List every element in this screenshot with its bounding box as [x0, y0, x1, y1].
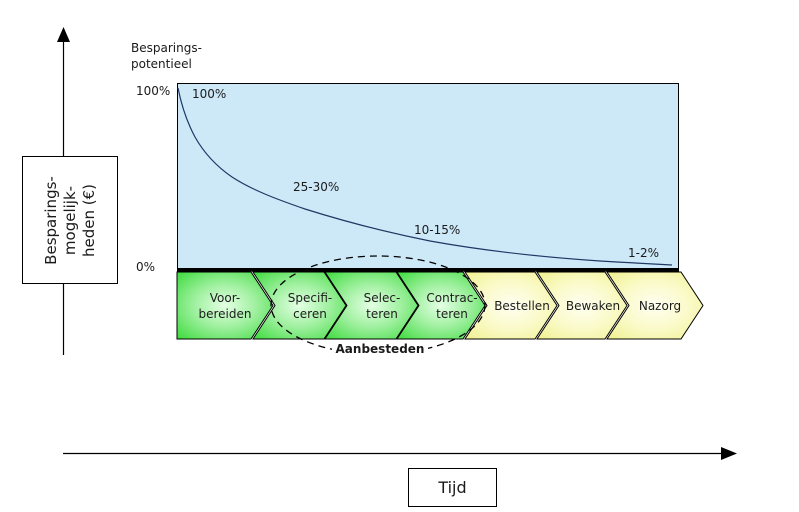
- stage-label-line: Bestellen: [494, 298, 550, 313]
- stage-chevron-contracteren: [396, 271, 486, 340]
- stage-label-specificeren: Specifi- ceren: [264, 272, 356, 339]
- stage-chevron-bewaken: [536, 271, 628, 340]
- aanbesteden-label: Aanbesteden: [300, 342, 460, 356]
- stage-label-nazorg: Nazorg: [614, 272, 706, 339]
- y-tick-0: 0%: [136, 260, 156, 274]
- stage-chevron-nazorg: [606, 271, 704, 340]
- stage-label-line: Nazorg: [638, 298, 682, 313]
- x-axis-arrow: [63, 447, 737, 460]
- x-axis-label-box: Tijd: [408, 468, 497, 507]
- chart-title-line: Besparings-: [131, 41, 202, 55]
- stage-label-bewaken: Bewaken: [547, 272, 639, 339]
- y-axis-label-line: Besparings-: [41, 175, 60, 265]
- savings-curve: [177, 87, 673, 266]
- right-arrowhead-icon: [721, 447, 737, 460]
- stage-label-line: Selec-: [363, 290, 401, 305]
- stage-label-bestellen: Bestellen: [476, 272, 568, 339]
- y-axis-label-box: Besparings- mogelijk- heden (€): [22, 156, 118, 284]
- y-axis-label-line: mogelijk-: [60, 185, 79, 255]
- stage-label-line: teren: [366, 306, 398, 321]
- stage-label-line: Voor-: [209, 290, 241, 305]
- stage-label-selecteren: Selec- teren: [336, 272, 428, 339]
- stage-label-line: teren: [436, 306, 468, 321]
- stage-label-line: Specifi-: [287, 290, 333, 305]
- stage-chevron-bestellen: [464, 271, 558, 340]
- stage-label-line: Contrac-: [426, 290, 478, 305]
- savings-potential-area: [177, 83, 679, 269]
- chart-title-line: potentieel: [131, 57, 192, 71]
- stage-chevron-voorbereiden: [176, 271, 274, 340]
- curve-label-25-30: 25-30%: [293, 180, 340, 194]
- stage-label-voorbereiden: Voor- bereiden: [179, 272, 271, 339]
- up-arrowhead-icon: [57, 27, 70, 42]
- y-tick-100: 100%: [136, 84, 171, 98]
- curve-label-10-15: 10-15%: [414, 223, 461, 237]
- stage-label-line: Bewaken: [565, 298, 621, 313]
- y-axis-label: Besparings- mogelijk- heden (€): [41, 176, 98, 265]
- chart-title: Besparings- potentieel: [131, 40, 202, 72]
- stage-label-line: bereiden: [198, 306, 252, 321]
- stage-label-line: ceren: [293, 306, 327, 321]
- stage-chevron-selecteren: [324, 271, 419, 340]
- y-axis-label-line: heden (€): [79, 183, 98, 257]
- curve-label-1-2: 1-2%: [628, 246, 660, 260]
- x-axis-label: Tijd: [438, 478, 467, 497]
- stage-label-contracteren: Contrac- teren: [406, 272, 498, 339]
- curve-label-100: 100%: [192, 87, 227, 101]
- aanbesteden-label-text: Aanbesteden: [331, 342, 429, 356]
